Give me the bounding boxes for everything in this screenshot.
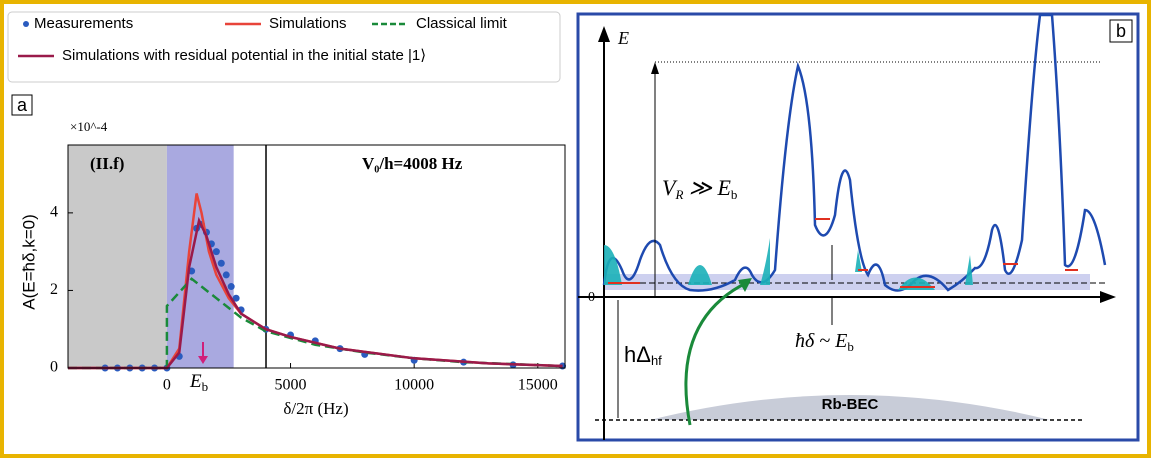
hf-part: hΔ xyxy=(624,342,651,367)
x-tick-label: 5000 xyxy=(275,377,307,394)
x-axis-label: δ/2π (Hz) xyxy=(283,399,348,418)
legend-label: Simulations xyxy=(269,15,347,32)
panel-b-frame xyxy=(576,12,1140,442)
y-tick-label: 2 xyxy=(50,281,58,298)
legend-marker xyxy=(23,21,29,27)
plot: 0 5000 10000 15000 0 2 4 xyxy=(50,144,567,394)
x-tick-label: 10000 xyxy=(394,377,434,394)
data-point xyxy=(217,259,225,267)
zero-label: 0 xyxy=(588,290,595,305)
data-point xyxy=(227,283,235,291)
legend-label: Classical limit xyxy=(416,15,508,32)
eb-label: Eb xyxy=(189,371,208,394)
wavepackets xyxy=(604,238,973,290)
vr-part: ≫ E xyxy=(683,175,731,200)
eb-arrowhead xyxy=(198,356,208,364)
y-tick-label: 4 xyxy=(50,204,58,221)
hf-label: hΔhf xyxy=(624,342,662,369)
vr-label: VR ≫ Eb xyxy=(662,175,737,202)
eb-symbol: E xyxy=(189,371,202,392)
shaded-region xyxy=(166,145,234,368)
position-arrowhead xyxy=(1100,291,1116,303)
y-tick-label: 0 xyxy=(50,359,58,376)
vr-part: V xyxy=(662,175,678,200)
vr-arrowhead xyxy=(651,62,659,74)
energy-axis-label: E xyxy=(617,28,629,48)
panel-label-box xyxy=(11,94,33,116)
legend: Measurements Simulations Classical limit Si… xyxy=(18,15,508,64)
y-multiplier: ×10^-4 xyxy=(70,119,108,134)
x-tick-label: 15000 xyxy=(518,377,558,394)
y-axis-label: A(E=ħδ,k=0) xyxy=(19,214,38,309)
eb-sub: b xyxy=(202,379,209,394)
transfer-arrowhead xyxy=(738,278,752,292)
vr-sub: b xyxy=(731,187,738,202)
panel-b-label: b xyxy=(1116,21,1126,41)
series-line xyxy=(68,216,563,370)
panel-b-label-box xyxy=(1109,19,1133,43)
annotation: V₀/h=4008 Hz xyxy=(362,154,463,173)
hd-label: ħδ ~ Eb xyxy=(795,330,854,354)
legend-label: Simulations with residual potential in t… xyxy=(62,47,426,64)
bec-label: Rb-BEC xyxy=(822,396,879,413)
potential-curve xyxy=(602,13,1107,292)
legend-label: Measurements xyxy=(34,15,133,32)
bound-levels xyxy=(608,218,1078,288)
data-point xyxy=(222,271,230,279)
data-point xyxy=(232,294,240,302)
shaded-region xyxy=(68,145,167,368)
plot-frame xyxy=(67,144,566,369)
data-point xyxy=(212,248,220,256)
vr-sub: R xyxy=(674,187,683,202)
region-label: (II.f) xyxy=(90,154,124,173)
legend-box xyxy=(7,11,561,83)
panel-label: a xyxy=(17,95,28,115)
hf-sub: hf xyxy=(651,353,662,368)
hd-sub: b xyxy=(847,339,854,354)
hd-part: ħδ ~ E xyxy=(795,330,847,352)
transfer-arrow xyxy=(684,280,749,426)
x-tick-label: 0 xyxy=(163,377,171,394)
series-line xyxy=(68,277,563,370)
energy-arrowhead xyxy=(598,26,610,42)
bec-hill xyxy=(650,395,1050,420)
